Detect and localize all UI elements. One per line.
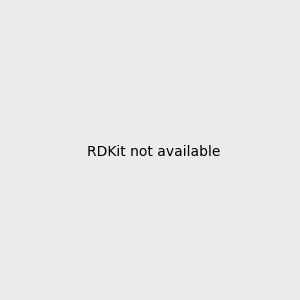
Text: RDKit not available: RDKit not available: [87, 145, 220, 158]
